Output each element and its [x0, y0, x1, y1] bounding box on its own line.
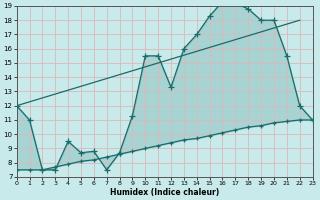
- X-axis label: Humidex (Indice chaleur): Humidex (Indice chaleur): [110, 188, 219, 197]
